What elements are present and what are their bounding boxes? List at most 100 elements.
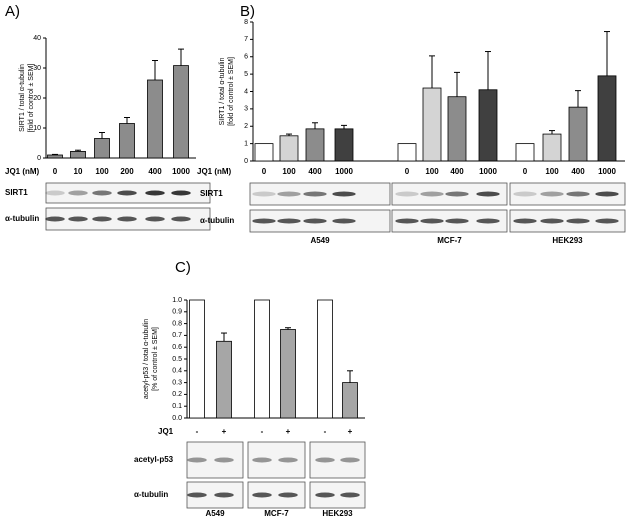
x-tick-label: 0 <box>53 167 58 176</box>
x-tick-label: 1000 <box>598 167 616 176</box>
x-tick-label: + <box>348 427 353 436</box>
y-tick-label: 40 <box>33 35 41 42</box>
y-tick-label: 0.6 <box>172 344 182 351</box>
y-tick-label: 1 <box>244 140 248 147</box>
bar <box>305 128 325 162</box>
blot-label: SIRT1 <box>200 189 223 198</box>
blot-band <box>45 216 65 222</box>
x-tick-label: 400 <box>571 167 585 176</box>
blot-label: α-tubulin <box>134 490 168 499</box>
bar <box>334 128 354 162</box>
blot-band <box>187 492 207 498</box>
x-tick-label: 1000 <box>335 167 353 176</box>
blot-band <box>145 216 165 222</box>
bar <box>317 299 333 419</box>
blot-band <box>303 191 327 197</box>
blot-band <box>278 457 298 463</box>
blot-band <box>252 218 276 224</box>
blot-band <box>513 191 537 197</box>
bar <box>447 96 467 162</box>
group-label: HEK293 <box>552 236 583 245</box>
y-tick-label: 1.0 <box>172 297 182 304</box>
y-axis-label: SIRT1 / total α-tubulin <box>219 58 226 126</box>
blot-band <box>315 457 335 463</box>
blot-band <box>420 191 444 197</box>
y-tick-label: 0.1 <box>172 403 182 410</box>
blot-band <box>68 216 88 222</box>
y-axis-label: [% of control ± SEM] <box>152 327 159 391</box>
group-label: A549 <box>205 509 225 518</box>
x-tick-label: 400 <box>308 167 322 176</box>
blot-band <box>476 218 500 224</box>
x-axis-label: JQ1 (nM) <box>197 167 232 176</box>
blot-band <box>476 191 500 197</box>
bar <box>189 299 205 419</box>
blot-band <box>340 457 360 463</box>
blot-label: α-tubulin <box>5 214 39 223</box>
bar <box>568 106 588 162</box>
bar <box>342 382 358 419</box>
blot-band <box>277 218 301 224</box>
panel-label: A) <box>5 3 20 20</box>
x-tick-label: - <box>261 427 264 436</box>
blot-band <box>214 492 234 498</box>
blot-label: acetyl-p53 <box>134 455 174 464</box>
bar <box>119 123 135 159</box>
blot-band <box>303 218 327 224</box>
bar <box>173 65 189 159</box>
y-tick-label: 6 <box>244 54 248 61</box>
blot-band <box>340 492 360 498</box>
blot-band <box>145 190 165 196</box>
y-tick-label: 0.4 <box>172 368 182 375</box>
bar <box>515 143 535 162</box>
x-tick-label: + <box>222 427 227 436</box>
y-tick-label: 3 <box>244 106 248 113</box>
blot-band <box>445 218 469 224</box>
y-tick-label: 0 <box>244 158 248 165</box>
blot-band <box>252 457 272 463</box>
y-tick-label: 7 <box>244 36 248 43</box>
blot-label: α-tubulin <box>200 216 234 225</box>
blot-band <box>252 191 276 197</box>
group-label: A549 <box>310 236 330 245</box>
y-tick-label: 10 <box>33 125 41 132</box>
y-axis-label: [fold of control ± SEM] <box>228 57 235 126</box>
x-tick-label: 100 <box>545 167 559 176</box>
blot-band <box>277 191 301 197</box>
bar <box>216 340 232 419</box>
blot-box <box>309 441 366 479</box>
bar <box>147 79 163 159</box>
y-tick-label: 0.8 <box>172 320 182 327</box>
bar <box>279 135 299 162</box>
bar <box>70 150 86 159</box>
blot-band <box>540 218 564 224</box>
bar <box>254 143 274 162</box>
blot-band <box>171 190 191 196</box>
blot-band <box>420 218 444 224</box>
y-tick-label: 5 <box>244 71 248 78</box>
y-tick-label: 0.2 <box>172 391 182 398</box>
x-axis-label: JQ1 <box>158 427 174 436</box>
blot-band <box>92 216 112 222</box>
blot-band <box>187 457 207 463</box>
x-tick-label: 100 <box>425 167 439 176</box>
blot-band <box>395 191 419 197</box>
x-tick-label: 1000 <box>172 167 190 176</box>
x-tick-label: 200 <box>120 167 134 176</box>
x-tick-label: 400 <box>450 167 464 176</box>
bar <box>47 154 63 159</box>
panel-label: C) <box>175 259 191 276</box>
blot-box <box>247 441 306 479</box>
blot-label: SIRT1 <box>5 188 28 197</box>
y-tick-label: 2 <box>244 123 248 130</box>
blot-band <box>566 191 590 197</box>
group-label: MCF-7 <box>264 509 289 518</box>
blot-box <box>186 441 244 479</box>
y-tick-label: 30 <box>33 65 41 72</box>
x-tick-label: 400 <box>148 167 162 176</box>
y-tick-label: 0.9 <box>172 309 182 316</box>
x-tick-label: - <box>324 427 327 436</box>
blot-band <box>68 190 88 196</box>
blot-band <box>315 492 335 498</box>
